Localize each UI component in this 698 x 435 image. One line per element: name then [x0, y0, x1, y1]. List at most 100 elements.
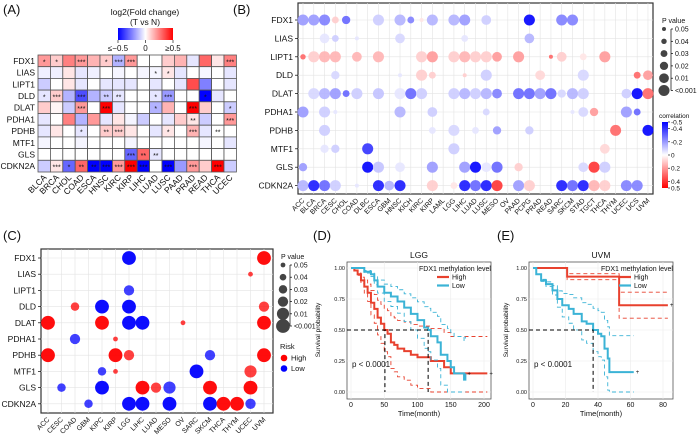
- heatmap-cell: [223, 78, 237, 91]
- colorbar-label: 0.4: [671, 179, 680, 186]
- heatmap-cell: [50, 78, 64, 91]
- correlation-dot: [482, 108, 490, 116]
- panel-label: (D): [313, 228, 331, 243]
- heatmap-cell: [62, 124, 76, 138]
- correlation-dot: [372, 180, 384, 192]
- correlation-dot: [566, 14, 579, 26]
- panel-e-km-uvm: UVM 0 20 40 60 80 0.00 0.25 0.50 0.75 1.00 Time(mon…: [503, 250, 674, 418]
- heatmap-cell: [37, 113, 51, 126]
- correlation-dot: [469, 180, 482, 192]
- risk-dot: [122, 251, 136, 265]
- heatmap-cell: [50, 124, 64, 138]
- size-legend-label: 0.02: [294, 299, 308, 306]
- heatmap-cell: [62, 54, 76, 68]
- column-label: GBM: [76, 416, 92, 432]
- heatmap-cell: [124, 124, 138, 138]
- size-legend-label: 0.03: [294, 287, 308, 294]
- risk-dot: [70, 302, 80, 311]
- correlation-dot: [333, 110, 338, 114]
- heatmap-cell: [173, 89, 188, 103]
- x-tick-label: 0: [531, 402, 535, 409]
- correlation-dot: [354, 36, 359, 41]
- risk-dot: [97, 367, 107, 376]
- risk-dot: [41, 315, 55, 330]
- correlation-dot: [407, 16, 415, 24]
- correlation-dot: [578, 162, 589, 173]
- correlation-dot: [297, 180, 309, 192]
- heatmap-cell: [136, 101, 150, 114]
- correlation-dot: [577, 180, 589, 192]
- heatmap-cell: [149, 124, 163, 138]
- significance-mark: ***: [164, 165, 172, 172]
- correlation-dot: [320, 144, 329, 153]
- significance-mark: *: [43, 94, 46, 101]
- correlation-dot: [481, 15, 492, 25]
- heatmap-cell: [124, 101, 138, 114]
- significance-mark: **: [215, 130, 221, 137]
- correlation-dot: [577, 88, 589, 100]
- colorbar-label: 0.5: [671, 186, 680, 193]
- plot-title: UVM: [592, 250, 611, 260]
- heatmap-cell: [211, 78, 225, 91]
- censor-mark: +: [489, 371, 493, 377]
- significance-mark: ***: [226, 118, 234, 125]
- correlation-dot: [459, 180, 471, 192]
- panel-d-km-lgg: LGG 0 50 100 150 200 0.00 0.25 0.50 0.75 1.00 Time(…: [315, 250, 493, 418]
- size-legend-title: P value: [281, 254, 304, 261]
- correlation-dot: [319, 14, 331, 26]
- correlation-dot: [556, 14, 568, 26]
- heatmap-cell: [99, 136, 113, 149]
- correlation-dot: [297, 106, 309, 118]
- correlation-dot: [459, 14, 471, 26]
- colorbar-label: 0.2: [671, 166, 680, 173]
- correlation-dot: [319, 180, 331, 192]
- heatmap-cell: [149, 113, 163, 126]
- risk-dot: [135, 380, 150, 395]
- risk-dot: [123, 285, 135, 296]
- correlation-dot: [428, 71, 436, 79]
- heatmap-cell: [87, 78, 101, 91]
- correlation-dot: [352, 51, 362, 62]
- correlation-dot: [599, 180, 611, 192]
- correlation-dot: [578, 107, 589, 117]
- heatmap-cell: [211, 113, 225, 126]
- correlation-dot: [492, 126, 502, 135]
- correlation-dot: [631, 88, 643, 100]
- size-legend-label: 0.02: [675, 63, 689, 70]
- risk-dot: [113, 369, 118, 374]
- heatmap-cell: [99, 148, 113, 161]
- heatmap-cell: [149, 78, 163, 91]
- correlation-dot: [384, 180, 395, 191]
- row-label: FDX1: [13, 56, 35, 66]
- risk-dot: [122, 396, 136, 411]
- correlation-dot: [319, 88, 331, 100]
- correlation-dot: [523, 14, 535, 26]
- correlation-dot: [535, 70, 546, 81]
- size-legend-dot: [278, 285, 288, 294]
- risk-dot: [258, 301, 270, 312]
- significance-mark: *: [43, 59, 46, 66]
- column-label: KIPC: [89, 416, 106, 433]
- correlation-dot: [308, 88, 320, 100]
- heatmap-cell: [186, 78, 200, 91]
- size-legend-dot: [661, 38, 667, 45]
- heatmap-cell: [161, 113, 175, 126]
- correlation-dot: [599, 143, 610, 154]
- risk-dot: [41, 348, 55, 363]
- p-value-text: p < 0.0001: [352, 360, 391, 369]
- correlation-dot: [480, 69, 492, 81]
- correlation-dot: [308, 51, 320, 63]
- correlation-dot: [472, 126, 479, 134]
- panel-c-risk-dotplot: FDX1 LIAS LIPT1 DLD DLAT PDHA1 PDHB MTF1 GLS CDKN…: [2, 248, 316, 435]
- correlation-dot: [448, 51, 460, 63]
- risk-legend-dot: [280, 354, 288, 362]
- correlation-dot: [351, 88, 363, 100]
- size-legend-dot: [658, 84, 670, 97]
- significance-mark: ***: [77, 59, 85, 66]
- heatmap-cell: [186, 148, 200, 161]
- heatmap-cell: [87, 89, 101, 103]
- significance-mark: **: [116, 94, 122, 101]
- colorbar: [118, 28, 173, 40]
- correlation-dot: [480, 88, 492, 100]
